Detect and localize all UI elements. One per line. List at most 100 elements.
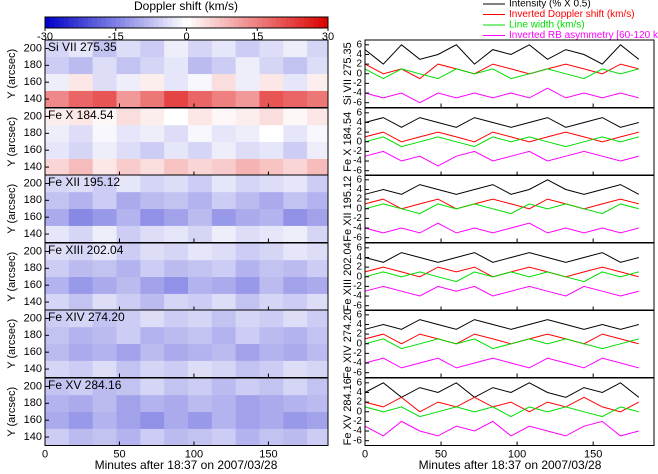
heatmap-cell	[45, 259, 70, 278]
y-tick-label: -6	[353, 435, 362, 446]
heatmap-cell	[187, 225, 213, 243]
heatmap-cell	[259, 175, 284, 193]
colorbar-cell	[309, 17, 315, 28]
heatmap-cell	[307, 158, 328, 176]
heatmap-cell	[116, 40, 141, 58]
heatmap-cell	[68, 141, 93, 159]
heatmap-cell	[140, 343, 165, 361]
colorbar-cell	[106, 17, 112, 28]
heatmap-cell	[259, 56, 284, 75]
heatmap-cell	[68, 326, 93, 345]
heatmap-cell	[164, 310, 189, 328]
heatmap-cell	[68, 208, 93, 226]
colorbar-cell	[224, 17, 230, 28]
heatmap-cell	[164, 141, 189, 159]
heatmap-cell	[187, 90, 213, 108]
legend-label: Inverted Doppler shift (km/s)	[509, 9, 635, 20]
y-tick-label: 200	[24, 177, 42, 189]
colorbar-cell	[323, 17, 329, 28]
heatmap-cell	[211, 90, 236, 108]
heatmap-panel	[45, 378, 328, 446]
heatmap-cell	[164, 360, 189, 378]
y-tick-label: 4	[356, 387, 362, 398]
heatmap-cell	[68, 56, 93, 75]
heatmap-panel	[45, 40, 328, 108]
y-tick-label: 140	[24, 296, 42, 308]
heatmap-cell	[283, 259, 308, 278]
heatmap-cell	[116, 208, 141, 226]
heatmap-cell	[116, 259, 141, 278]
heatmap-cell	[283, 360, 308, 378]
heatmap-cell	[259, 108, 284, 126]
colorbar-cell	[134, 17, 140, 28]
y-axis-label: Y (arcsec)	[6, 184, 18, 234]
y-tick-label: -6	[353, 367, 362, 378]
y-tick-label: 160	[24, 211, 42, 223]
heatmap-cell	[307, 326, 328, 345]
series-line	[364, 406, 639, 418]
y-tick-label: -6	[353, 232, 362, 243]
y-tick-label: 2	[356, 397, 362, 408]
y-tick-label: 200	[24, 110, 42, 122]
heatmap-cell	[140, 108, 165, 126]
series-line	[364, 338, 639, 350]
colorbar-cell	[148, 17, 154, 28]
heatmap-cell	[164, 326, 189, 345]
y-axis-label: Y (arcsec)	[6, 319, 18, 369]
colorbar-cell	[73, 17, 79, 28]
heatmap-cell	[116, 378, 141, 396]
heatmap-cell	[140, 259, 165, 278]
heatmap-cell	[92, 293, 117, 311]
heatmap-cell	[283, 90, 308, 108]
heatmap-cell	[164, 276, 189, 294]
heatmap-cell	[140, 175, 165, 193]
colorbar-cell	[247, 17, 254, 28]
series-line	[364, 382, 640, 398]
heatmap-cell	[283, 310, 308, 328]
y-tick-label: 4	[356, 117, 362, 128]
heatmap-cell	[68, 259, 93, 278]
heatmap-cell	[307, 259, 328, 278]
heatmap-cell	[45, 276, 70, 294]
heatmap-cell	[259, 40, 284, 58]
y-tick-label: -6	[353, 300, 362, 311]
heatmap-cell	[45, 175, 70, 193]
y-tick-label: -6	[353, 165, 362, 176]
heatmap-cell	[259, 360, 284, 378]
y-tick-label: 180	[24, 262, 42, 274]
colorbar-cell	[177, 17, 183, 28]
heatmap-cell	[45, 343, 70, 361]
heatmap-cell	[235, 90, 260, 108]
heatmap-cell	[235, 175, 260, 193]
heatmap-cell	[116, 56, 141, 75]
legend-label: Line width (km/s)	[509, 20, 585, 31]
heatmap-cell	[259, 124, 284, 143]
heatmap-cell	[92, 343, 117, 361]
series-line	[364, 68, 639, 80]
y-tick-label: 180	[24, 59, 42, 71]
heatmap-cell	[307, 428, 328, 446]
heatmap-cell	[116, 310, 141, 328]
y-tick-label: 6	[356, 377, 362, 388]
heatmap-cell	[68, 394, 93, 413]
colorbar-cell	[82, 17, 88, 28]
heatmap-cell	[164, 158, 189, 176]
heatmap-cell	[283, 378, 308, 396]
heatmap-cell	[92, 225, 117, 243]
heatmap-cell	[45, 208, 70, 226]
heatmap-cell	[211, 343, 236, 361]
heatmap-cell	[235, 158, 260, 176]
heatmap-cell	[259, 293, 284, 311]
y-tick-label: 200	[24, 312, 42, 324]
y-tick-label: -6	[353, 97, 362, 108]
y-tick-label: 140	[24, 161, 42, 173]
colorbar-cell	[191, 17, 197, 28]
heatmap-cell	[283, 108, 308, 126]
heatmap-cell	[68, 175, 93, 193]
panel-y-label: Si VII 275.35	[342, 42, 354, 105]
colorbar-cell	[228, 17, 235, 28]
colorbar-cell	[96, 17, 103, 28]
y-tick-label: 0	[356, 203, 362, 214]
heatmap-cell	[211, 73, 236, 91]
heatmap-cell	[140, 411, 165, 429]
